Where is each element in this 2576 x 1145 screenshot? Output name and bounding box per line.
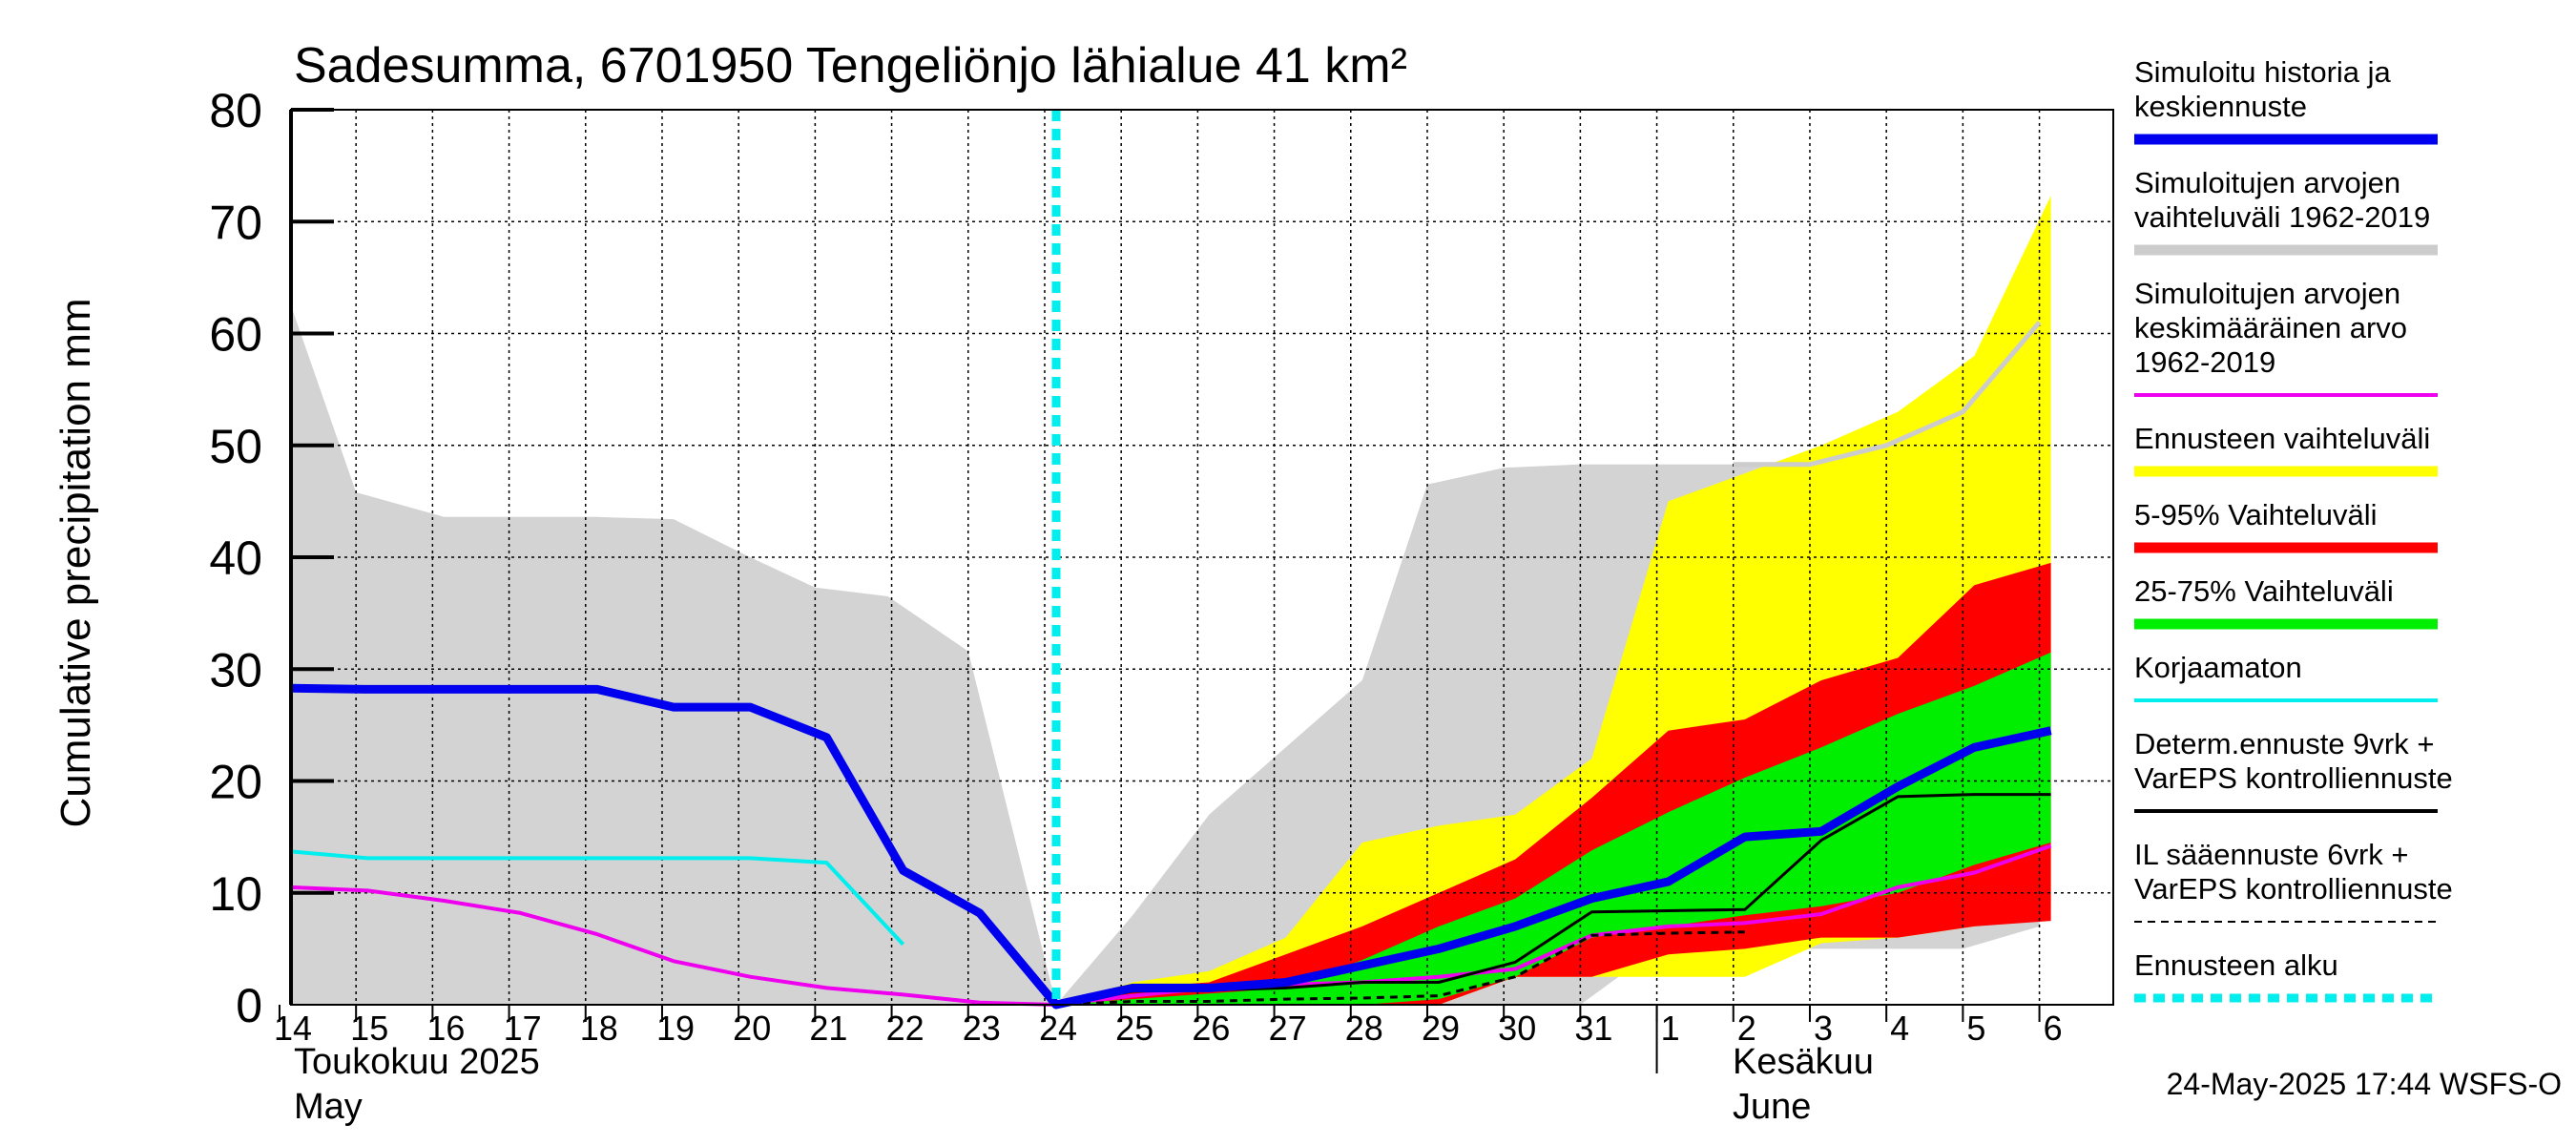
legend-label-3: Ennusteen vaihteluväli	[2134, 422, 2430, 455]
legend-label-9: Ennusteen alku	[2134, 948, 2338, 982]
legend-label-6: Korjaamaton	[2134, 651, 2302, 684]
x-tick-labels: 14 15 16 17 18 19 20 21 22 23 24 25 26 27 28 29 30 31 1 2 3 4…	[274, 1005, 2063, 1073]
grid-lines	[291, 109, 2113, 1005]
y-tick-label-0: 0	[236, 979, 262, 1032]
chart-title: Sadesumma, 6701950 Tengeliönjo lähialue …	[294, 38, 1407, 94]
legend-label-2: Simuloitujen arvojen keskimääräinen arvo 1…	[2134, 277, 2407, 379]
y-tick-label-3: 30	[209, 643, 262, 697]
timestamp: 24-May-2025 17:44 WSFS-O	[2167, 1067, 2562, 1101]
month-label-june-fi: Kesäkuu	[1733, 1042, 1874, 1082]
y-tick-label-2: 20	[209, 756, 262, 809]
legend-label-1: Simuloitujen arvojen vaihteluväli 1962-20…	[2134, 166, 2430, 234]
plot-area	[289, 108, 2114, 1010]
x-tick-label-23: 6	[2044, 1009, 2063, 1048]
x-tick-label-22: 5	[1966, 1009, 1985, 1048]
month-label-june-en: June	[1733, 1087, 1811, 1127]
month-label-may-en: May	[294, 1087, 363, 1127]
y-tick-label-6: 60	[209, 308, 262, 362]
x-tick-label-21: 4	[1890, 1009, 1909, 1048]
y-tick-label-1: 10	[209, 867, 262, 921]
x-tick-label-19: 2	[1737, 1009, 1756, 1048]
month-label-may-fi: Toukokuu 2025	[294, 1042, 540, 1082]
forecast-band-2	[1056, 652, 2051, 1005]
legend-label-7: Determ.ennuste 9vrk + VarEPS kontrollienn…	[2134, 727, 2453, 795]
legend-label-5: 25-75% Vaihteluväli	[2134, 574, 2394, 608]
y-tick-labels: 0 10 20 30 40 50 60 70 80	[209, 84, 334, 1032]
series-line-3	[290, 849, 905, 947]
series-line-0	[290, 683, 2052, 1010]
legend-label-0: Simuloitu historia ja keskiennuste	[2134, 55, 2392, 123]
legend: Simuloitu historia ja keskiennuste Simuloi…	[2134, 55, 2453, 1003]
legend-label-8: IL sääennuste 6vrk + VarEPS kontrollienn…	[2134, 838, 2453, 906]
x-tick-label-20: 3	[1814, 1009, 1833, 1048]
y-tick-label-4: 40	[209, 531, 262, 585]
y-axis-label: Cumulative precipitation mm	[52, 298, 99, 827]
y-tick-label-8: 80	[209, 84, 262, 137]
x-tick-label-18: 1	[1661, 1009, 1680, 1048]
y-tick-label-7: 70	[209, 196, 262, 249]
series-line-1	[1733, 321, 2042, 468]
y-tick-label-5: 50	[209, 420, 262, 473]
legend-label-4: 5-95% Vaihteluväli	[2134, 498, 2377, 531]
